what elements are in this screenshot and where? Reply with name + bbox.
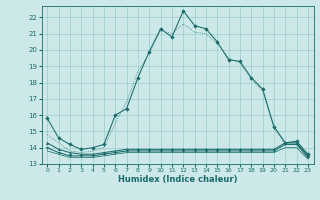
X-axis label: Humidex (Indice chaleur): Humidex (Indice chaleur)	[118, 175, 237, 184]
